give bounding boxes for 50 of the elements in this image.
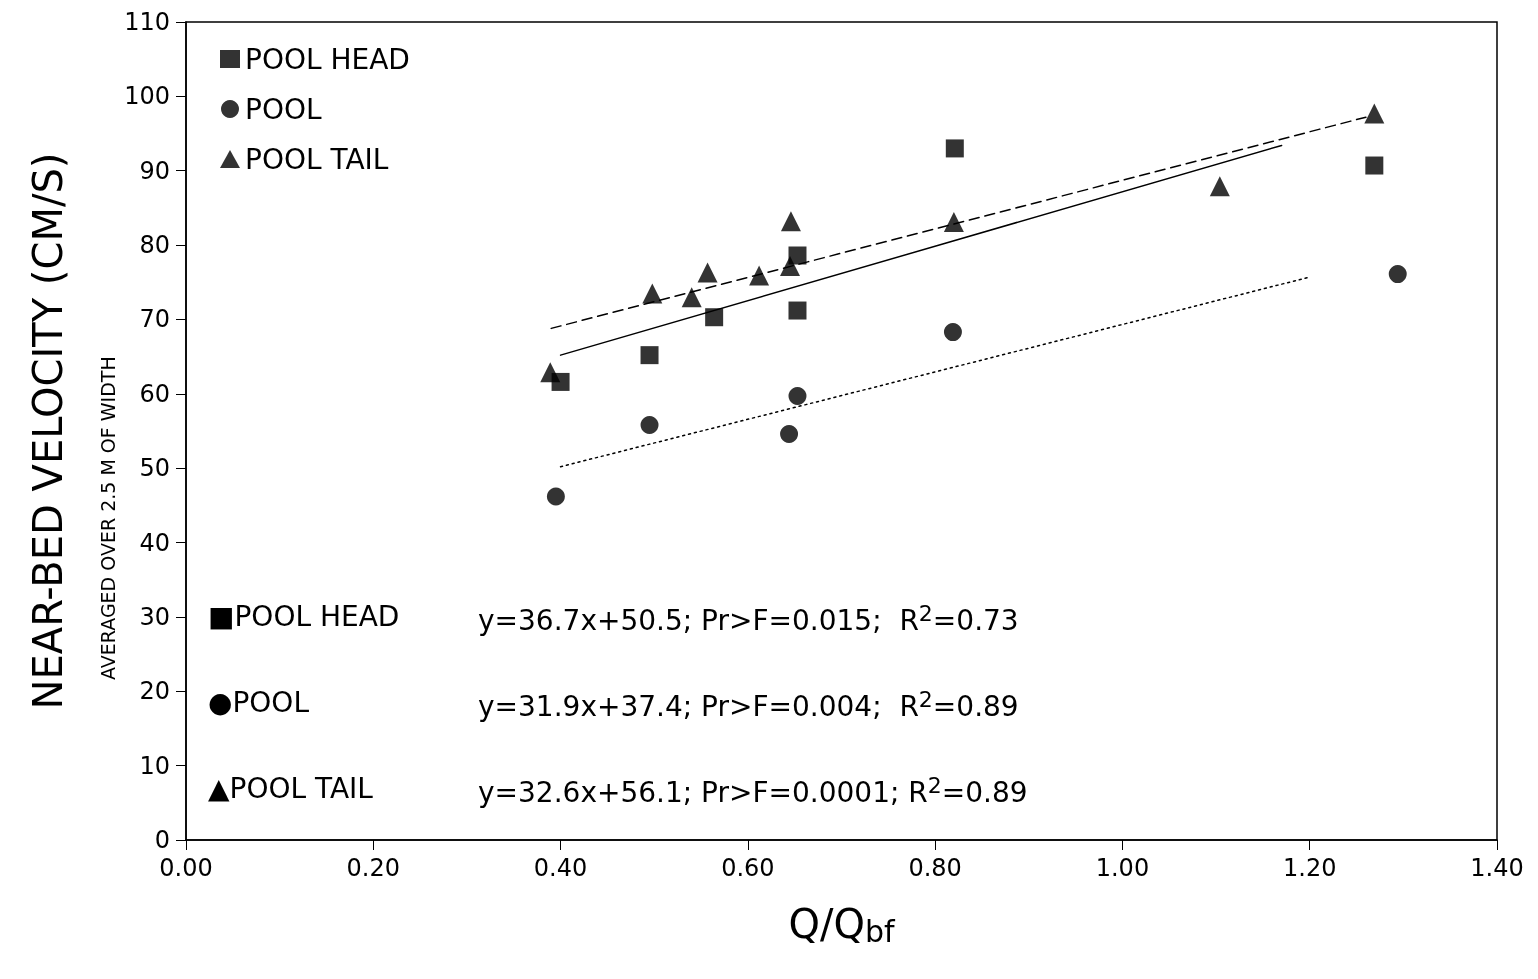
point (780, 255, 800, 276)
point (788, 387, 807, 406)
x-tick-label: 0.20 (346, 854, 400, 882)
x-tick-label: 1.20 (1283, 854, 1337, 882)
point (749, 265, 770, 286)
annotation: ●POOL (208, 685, 310, 719)
point (1365, 156, 1384, 175)
point (945, 139, 964, 158)
y-tick-label: 80 (139, 231, 170, 260)
legend-label: POOL HEAD (245, 42, 410, 76)
point (780, 424, 799, 443)
point (640, 346, 659, 365)
legend-label: POOL TAIL (245, 142, 389, 176)
y-tick-label: 60 (139, 379, 170, 408)
x-tick-label: 0.40 (533, 854, 588, 882)
point (697, 262, 718, 283)
y-tick-label: 70 (139, 305, 170, 334)
x-tick-label: 0.80 (908, 854, 962, 882)
point (1388, 265, 1407, 284)
x-tick-label: 1.40 (1470, 854, 1524, 882)
legend-label: POOL (245, 92, 322, 126)
y-tick-label: 100 (124, 82, 170, 111)
point (546, 487, 565, 506)
y-tick-label: 20 (139, 677, 170, 706)
annotation: ▲POOL TAIL (208, 771, 374, 805)
point (780, 211, 801, 232)
x-tick-label: 1.00 (1095, 854, 1150, 882)
point (788, 301, 807, 320)
y-tick-label: 50 (139, 454, 170, 483)
x-axis-title: Q/Qbf (788, 901, 896, 949)
text: AVERAGED OVER 2.5 M OF WIDTH (96, 356, 119, 680)
y-tick-label: 110 (124, 8, 170, 36)
point (705, 308, 724, 327)
y-tick-label: 30 (139, 602, 170, 631)
y-tick-label: 0 (154, 826, 170, 854)
y-axis-title: NEAR-BED VELOCITY (CM/S) (25, 152, 71, 710)
y-tick-label: 90 (139, 156, 170, 185)
point (681, 287, 702, 308)
y-tick-label: 10 (139, 751, 170, 780)
point (943, 212, 964, 233)
point (540, 362, 561, 383)
point (1209, 176, 1230, 197)
x-tick-label: 0.60 (721, 854, 775, 882)
point (640, 416, 659, 435)
y-tick-label: 40 (139, 528, 170, 557)
x-tick-label: 0.00 (159, 854, 213, 882)
point (943, 323, 962, 342)
point (1364, 103, 1385, 124)
point (642, 283, 663, 304)
annotation: ■POOL HEAD (208, 599, 400, 633)
